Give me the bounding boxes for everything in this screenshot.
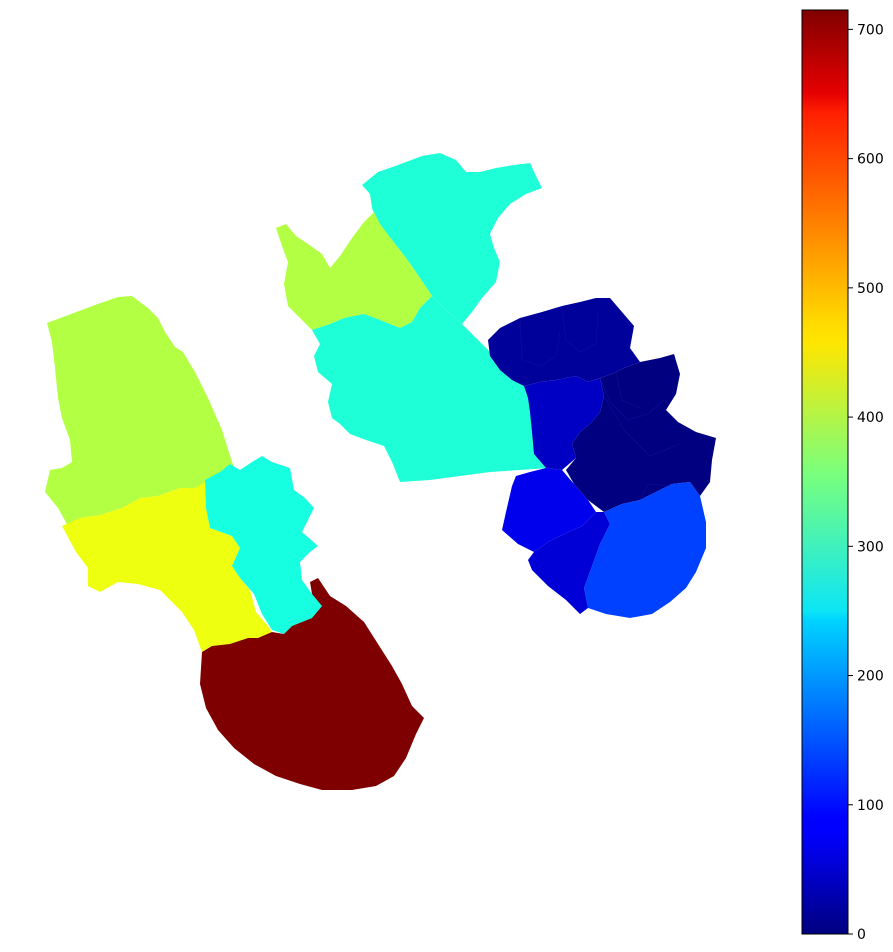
colorbar-tick-label: 0 — [857, 927, 866, 943]
region-east-cluster-e — [584, 482, 706, 618]
region-boundaries — [519, 305, 681, 501]
colorbar: 0 100 200 300 400 500 600 700 — [801, 9, 884, 943]
colorbar-tick-label: 700 — [857, 22, 884, 38]
colorbar-tick-label: 300 — [857, 539, 884, 555]
region-west-south — [200, 578, 424, 790]
region-east-cluster-d — [502, 468, 596, 552]
region-center-main — [312, 296, 566, 482]
region-west-north — [45, 296, 238, 526]
region-east-cluster-c — [566, 354, 716, 512]
colorbar-tick-label: 400 — [857, 410, 884, 426]
region-center-north — [362, 153, 542, 324]
colorbar-gradient — [801, 9, 849, 935]
region-center-northwest — [276, 212, 432, 330]
region-west-central — [205, 456, 322, 634]
colorbar-ticks: 0 100 200 300 400 500 600 700 — [848, 22, 884, 943]
colorbar-tick-label: 600 — [857, 152, 884, 168]
map-regions — [45, 153, 716, 790]
region-east-cluster-f — [528, 512, 610, 614]
region-west-middle — [62, 482, 272, 652]
colorbar-tick-label: 200 — [857, 669, 884, 685]
colorbar-tick-label: 100 — [857, 798, 884, 814]
region-east-cluster-b — [524, 376, 604, 470]
region-east-cluster-a — [488, 298, 640, 386]
colorbar-tick-label: 500 — [857, 281, 884, 297]
